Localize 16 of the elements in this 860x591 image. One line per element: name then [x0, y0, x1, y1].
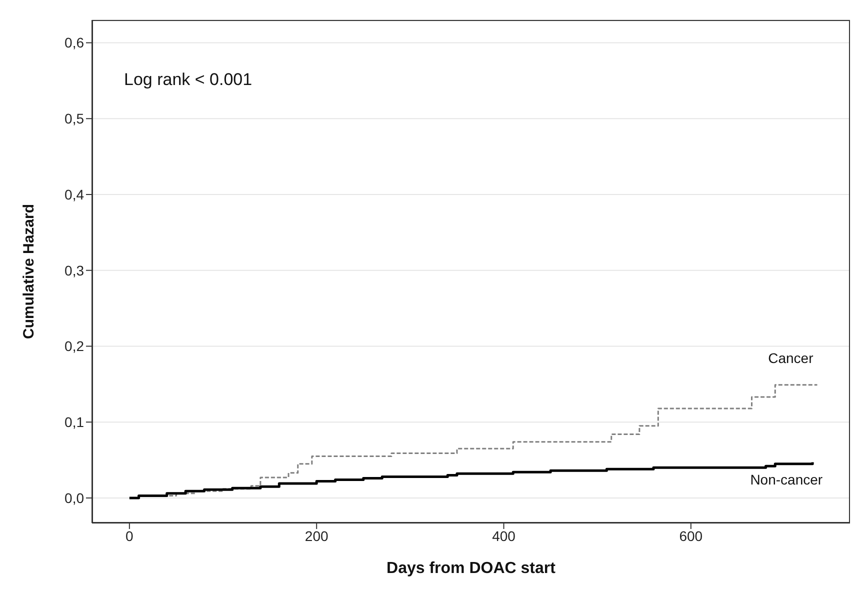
x-tick-label: 600 [679, 528, 703, 544]
x-tick-label: 400 [492, 528, 516, 544]
x-axis-title: Days from DOAC start [386, 560, 556, 577]
series-label: Cancer [768, 350, 814, 366]
y-tick-label: 0,3 [64, 262, 84, 278]
y-axis-title: Cumulative Hazard [20, 204, 38, 340]
y-tick-label: 0,5 [64, 110, 84, 127]
y-tick-label: 0,6 [64, 34, 84, 51]
x-tick-label: 200 [304, 528, 328, 544]
series-label: Non-cancer [750, 471, 823, 488]
y-tick-label: 0,4 [64, 186, 84, 202]
y-tick-label: 0,2 [64, 338, 84, 354]
y-tick-label: 0,1 [64, 414, 84, 430]
y-tick-label: 0,0 [64, 490, 84, 506]
x-tick-label: 0 [126, 528, 134, 544]
annotation: Log rank < 0.001 [124, 70, 252, 90]
